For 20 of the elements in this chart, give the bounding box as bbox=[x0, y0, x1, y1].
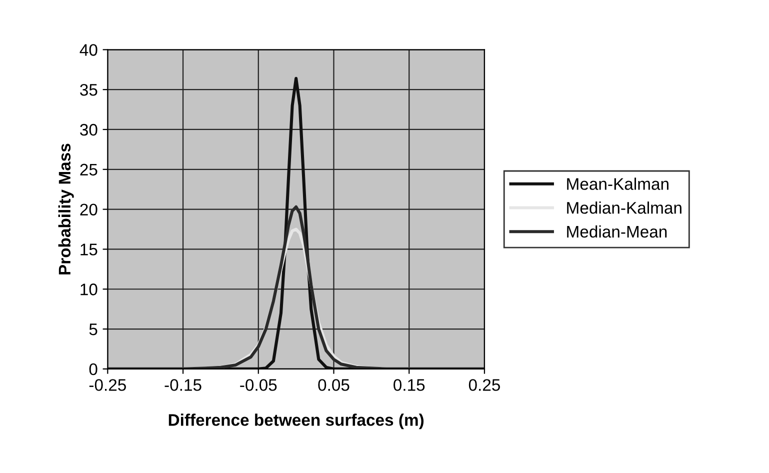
x-tick-label: 0.25 bbox=[468, 379, 500, 391]
y-tick-label: 5 bbox=[89, 324, 98, 336]
x-axis-title: Difference between surfaces (m) bbox=[168, 414, 424, 430]
y-tick-label: 20 bbox=[80, 204, 98, 216]
y-tick-label: 10 bbox=[80, 284, 98, 296]
x-tick-label: 0.15 bbox=[394, 379, 425, 391]
y-tick-label: 35 bbox=[80, 84, 98, 96]
x-tick-label: -0.05 bbox=[240, 379, 277, 391]
x-tick-label: -0.25 bbox=[89, 379, 126, 391]
y-tick-label: 30 bbox=[80, 124, 98, 136]
y-tick-label: 25 bbox=[80, 164, 98, 176]
y-tick-label: 0 bbox=[89, 363, 98, 376]
legend-label: Median-Kalman bbox=[567, 202, 682, 214]
x-tick-label: -0.15 bbox=[164, 379, 202, 391]
y-tick-label: 40 bbox=[80, 44, 98, 56]
y-axis-title: Probability Mass bbox=[58, 144, 74, 274]
legend-label: Mean-Kalman bbox=[567, 178, 668, 190]
legend-label: Median-Mean bbox=[567, 225, 667, 238]
x-tick-label: 0.05 bbox=[318, 379, 350, 391]
y-tick-label: 15 bbox=[80, 244, 98, 256]
